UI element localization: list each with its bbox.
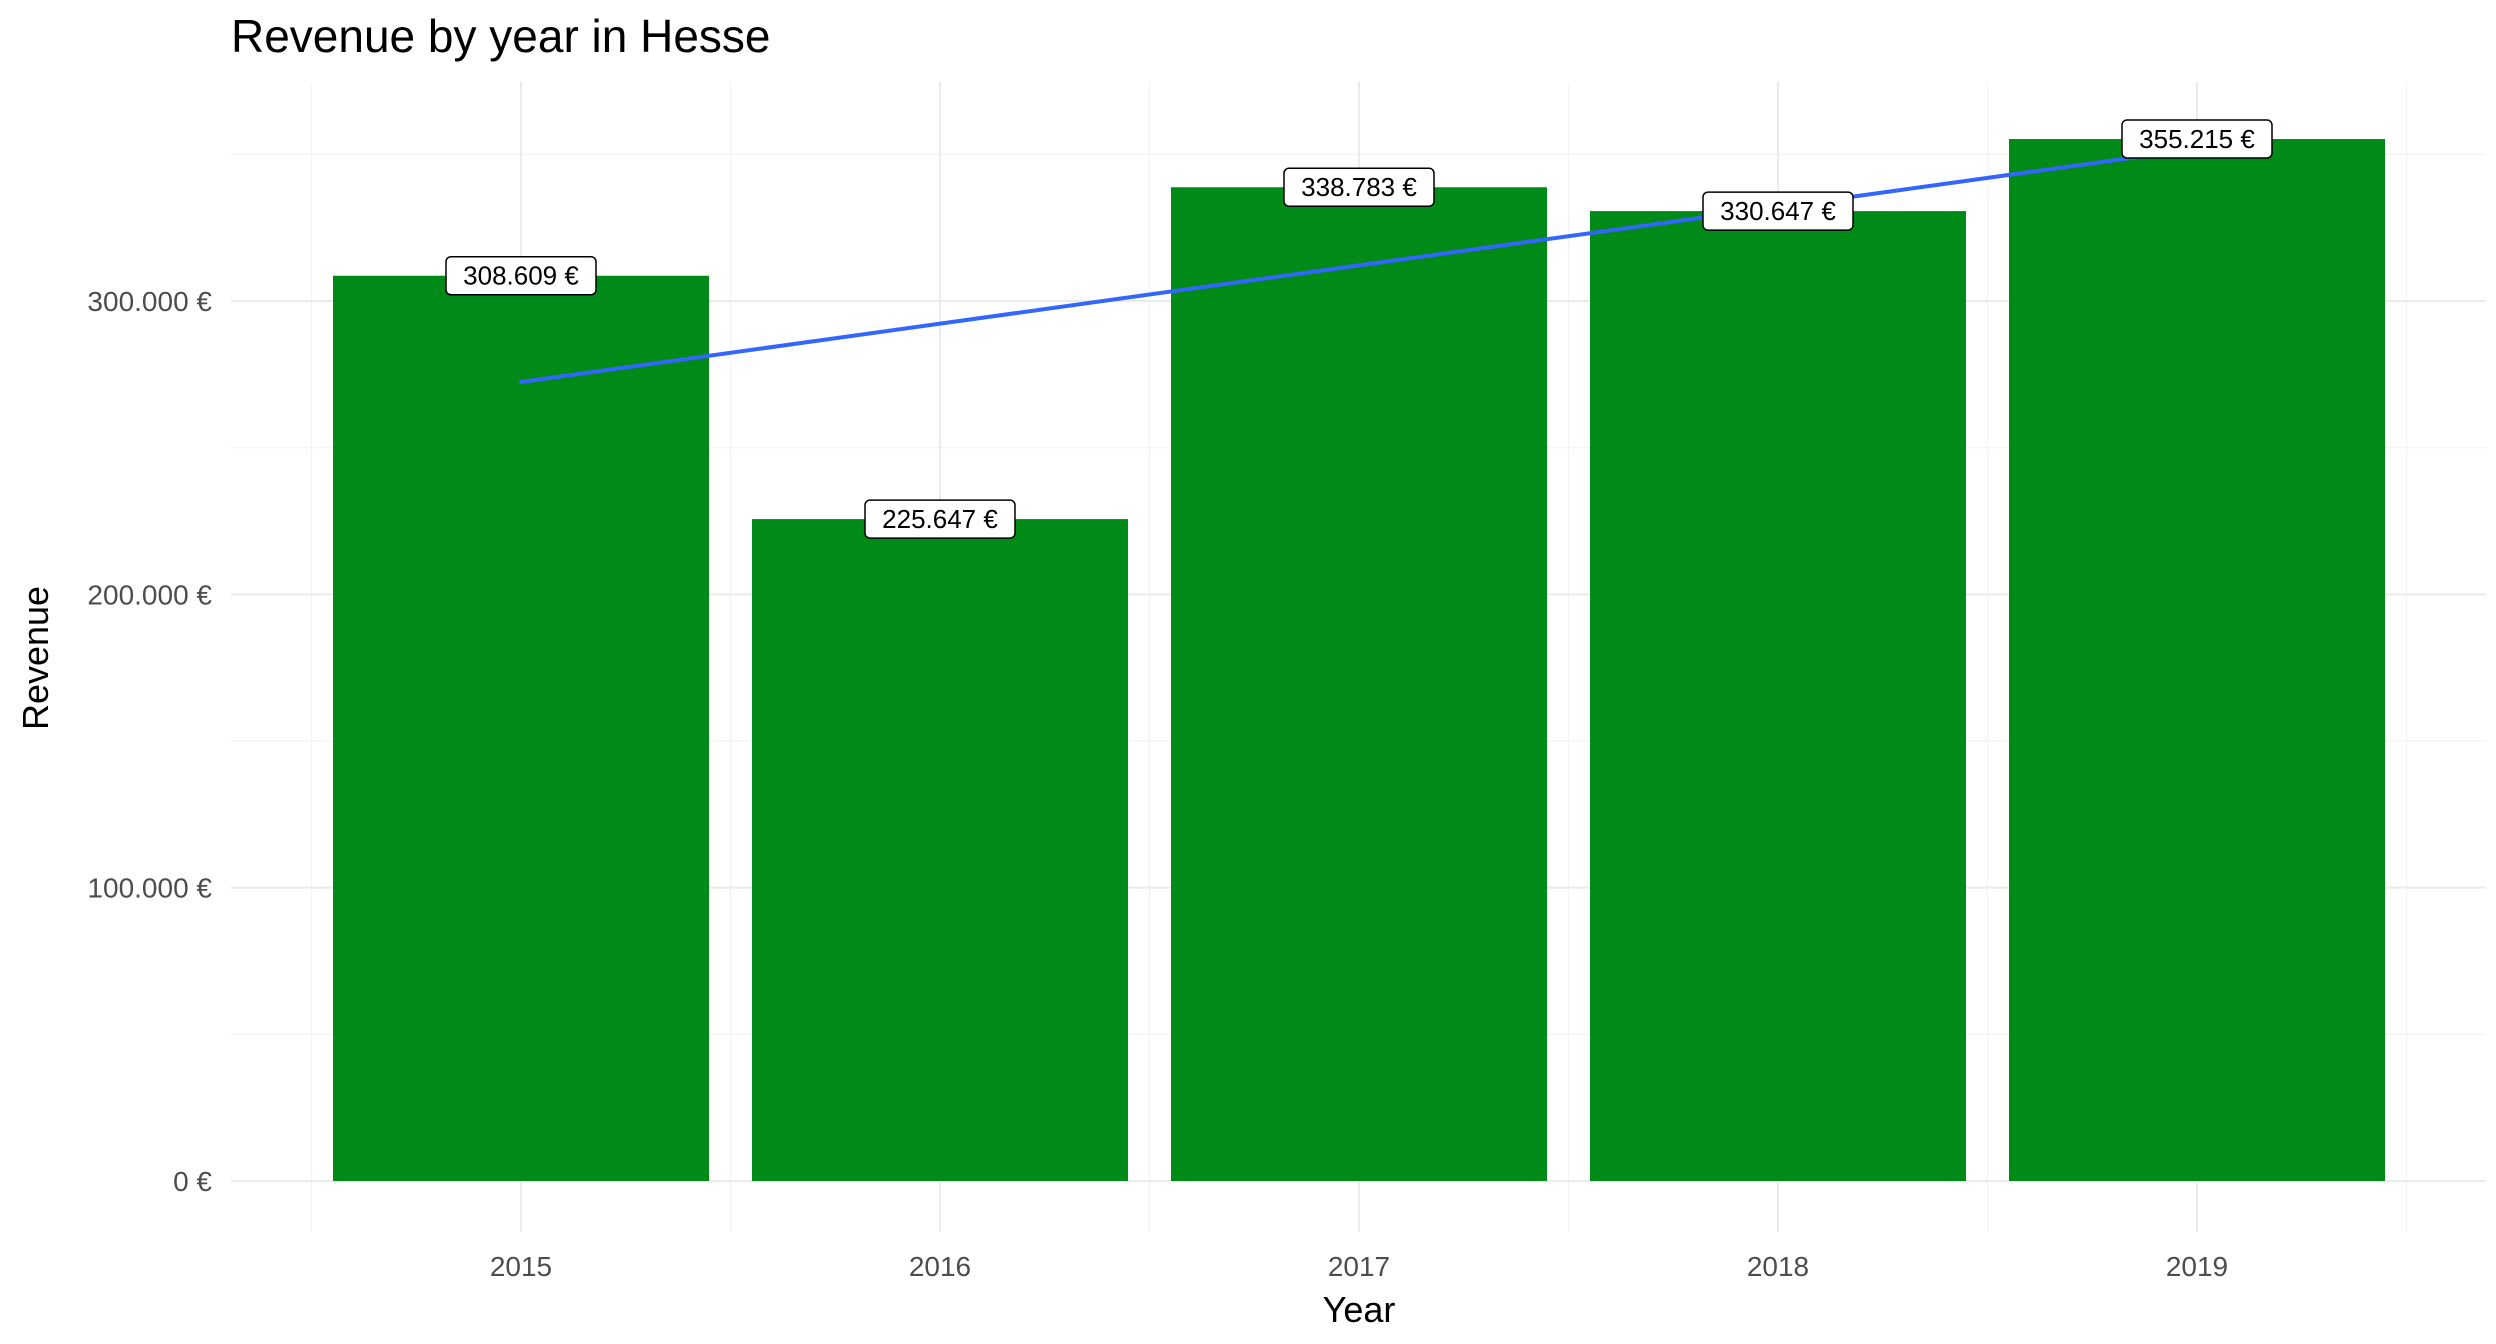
- bar-2016: [752, 519, 1128, 1181]
- x-tick-label: 2016: [909, 1251, 971, 1282]
- x-tick-label: 2015: [490, 1251, 552, 1282]
- trend-layer: [519, 146, 2199, 384]
- data-label-text: 308.609 €: [463, 261, 579, 291]
- data-label-2017: 338.783 €: [1283, 167, 1435, 207]
- data-label-text: 355.215 €: [2139, 124, 2255, 154]
- data-label-text: 330.647 €: [1720, 196, 1836, 226]
- data-label-2018: 330.647 €: [1702, 191, 1854, 231]
- bar-2015: [333, 275, 709, 1181]
- x-axis-title: Year: [1323, 1289, 1396, 1330]
- y-tick-label: 200.000 €: [87, 579, 212, 610]
- data-label-text: 338.783 €: [1301, 172, 1417, 202]
- data-label-layer: 308.609 € 225.647 € 338.783 € 330.647 € 355.…: [445, 119, 2273, 539]
- bar-layer: [333, 139, 2385, 1182]
- data-label-box: [445, 255, 597, 296]
- data-label-2015: 308.609 €: [445, 255, 597, 296]
- y-tick-label: 100.000 €: [87, 873, 212, 904]
- chart-title: Revenue by year in Hesse: [231, 10, 771, 62]
- axis-layer: 0 € 100.000 € 200.000 € 300.000 € 2015 2016 20…: [87, 286, 2228, 1282]
- x-tick-label: 2017: [1328, 1251, 1390, 1282]
- y-tick-label: 0 €: [173, 1166, 212, 1197]
- x-tick-label: 2019: [2166, 1251, 2228, 1282]
- trend-line: [519, 146, 2199, 384]
- bar-2019: [2009, 139, 2385, 1181]
- x-tick-label: 2018: [1747, 1251, 1809, 1282]
- data-label-box: [864, 499, 1016, 539]
- data-label-text: 225.647 €: [882, 504, 998, 534]
- bar-2017: [1171, 187, 1547, 1182]
- data-label-box: [1702, 191, 1854, 231]
- data-label-box: [2121, 119, 2273, 159]
- data-label-box: [1283, 167, 1435, 207]
- bar-2018: [1590, 211, 1966, 1182]
- y-tick-label: 300.000 €: [87, 286, 212, 317]
- data-label-2016: 225.647 €: [864, 499, 1016, 539]
- data-label-2019: 355.215 €: [2121, 119, 2273, 159]
- y-axis-title: Revenue: [15, 586, 56, 730]
